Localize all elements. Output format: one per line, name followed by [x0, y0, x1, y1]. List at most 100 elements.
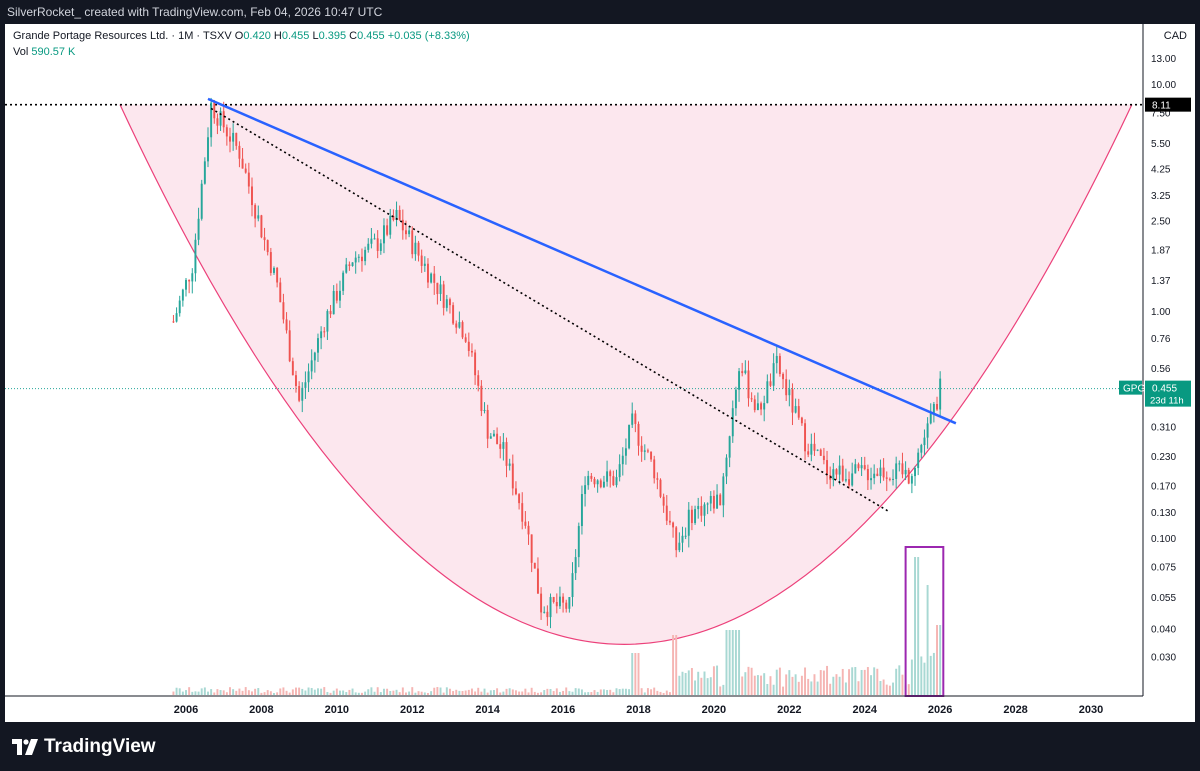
volume-bar: [741, 676, 744, 695]
candle-body: [342, 272, 345, 291]
volume-bar: [499, 692, 502, 695]
candle-body: [207, 137, 209, 162]
candle: [587, 470, 590, 490]
price-axis-tick: 3.25: [1151, 191, 1171, 202]
price-axis-tick: 7.50: [1151, 108, 1171, 119]
candle-body: [656, 478, 659, 480]
volume-bar: [200, 688, 203, 695]
candle-body: [602, 481, 605, 488]
volume-bar: [700, 677, 703, 695]
candle: [536, 557, 539, 594]
candle-body: [373, 238, 376, 240]
attribution-text: SilverRocket_ created with TradingView.c…: [7, 5, 383, 19]
candle-body: [332, 290, 335, 315]
volume-bar: [810, 681, 813, 695]
volume-bar: [939, 625, 942, 695]
candle: [936, 396, 938, 411]
candle: [631, 402, 634, 428]
volume-bar: [398, 692, 401, 695]
volume-bar: [923, 662, 926, 695]
volume-bar: [194, 691, 197, 695]
candle: [860, 457, 863, 476]
price-axis-tick: 0.075: [1151, 562, 1176, 573]
volume-bar: [637, 653, 640, 695]
volume-bar: [719, 686, 722, 695]
volume-bar: [819, 670, 822, 695]
candle-body: [276, 267, 279, 283]
time-axis-tick: 2024: [853, 704, 878, 716]
candle: [295, 370, 297, 393]
candle: [826, 450, 829, 485]
volume-bar: [426, 692, 429, 695]
volume-bar: [753, 675, 756, 695]
candle-body: [628, 424, 631, 449]
volume-bar: [524, 688, 527, 695]
volume-bar: [543, 690, 546, 695]
volume-bar: [571, 691, 574, 695]
volume-bar: [370, 687, 373, 695]
candle: [276, 266, 279, 288]
candle: [555, 593, 558, 614]
candle-body: [612, 476, 615, 486]
candle-body: [621, 455, 624, 465]
candle-body: [210, 102, 213, 138]
candle-body: [213, 102, 216, 119]
candle-body: [392, 215, 395, 220]
candle: [672, 521, 675, 538]
candle: [763, 395, 766, 422]
volume-bar: [483, 688, 486, 695]
candle: [310, 349, 313, 380]
candle-body: [593, 478, 596, 485]
volume-bar: [364, 691, 367, 695]
candle-body: [260, 215, 263, 238]
candle: [210, 97, 213, 147]
candle-body: [232, 132, 235, 142]
candle-body: [317, 338, 319, 353]
volume-bar: [888, 685, 891, 695]
candle: [851, 462, 854, 487]
candle-body: [879, 467, 882, 477]
last-price-tag: [1145, 380, 1191, 407]
time-axis-tick: 2030: [1079, 704, 1103, 716]
candle: [326, 309, 329, 340]
currency-label[interactable]: CAD: [1163, 30, 1187, 42]
volume-bar: [788, 670, 791, 695]
volume-bar: [251, 691, 253, 695]
volume-bar: [662, 692, 665, 695]
cup-shape-fill: [120, 104, 1132, 645]
candle-body: [665, 505, 668, 521]
volume-bar: [703, 671, 706, 695]
change-value: +0.035 (+8.33%): [387, 30, 470, 42]
price-axis-tick: 4.25: [1151, 164, 1171, 175]
tradingview-logo[interactable]: TradingView: [12, 736, 156, 758]
candle-body: [389, 215, 392, 235]
candle-body: [552, 597, 555, 602]
candle: [382, 218, 385, 254]
candle: [653, 455, 656, 484]
volume-bar: [332, 690, 335, 695]
time-axis-tick: 2008: [249, 704, 273, 716]
candle: [269, 247, 272, 276]
volume-bar: [593, 690, 596, 695]
volume-bar: [791, 676, 794, 695]
volume-bar: [430, 691, 433, 695]
candle: [800, 416, 803, 426]
volume-bar: [580, 689, 583, 695]
open-label: O: [234, 30, 244, 42]
volume-bar: [706, 678, 709, 695]
candle-body: [599, 480, 602, 488]
candle-body: [892, 478, 895, 480]
volume-bar: [932, 652, 935, 695]
candle-body: [719, 494, 722, 506]
candle: [731, 400, 734, 443]
volume-bar: [694, 680, 697, 695]
price-chart[interactable]: 13.00 10.00 7.50 5.50 4.25 3.25 2.50 1.87 1.37 1.…: [5, 24, 1195, 722]
volume-bar: [816, 681, 819, 695]
volume-bar: [659, 691, 662, 695]
price-axis-tick: 0.040: [1151, 624, 1176, 635]
candle-body: [323, 331, 326, 333]
chart-panel[interactable]: 13.00 10.00 7.50 5.50 4.25 3.25 2.50 1.87 1.37 1.…: [5, 24, 1195, 722]
candle-body: [797, 406, 800, 418]
volume-bar: [197, 691, 200, 695]
candle: [313, 351, 316, 373]
